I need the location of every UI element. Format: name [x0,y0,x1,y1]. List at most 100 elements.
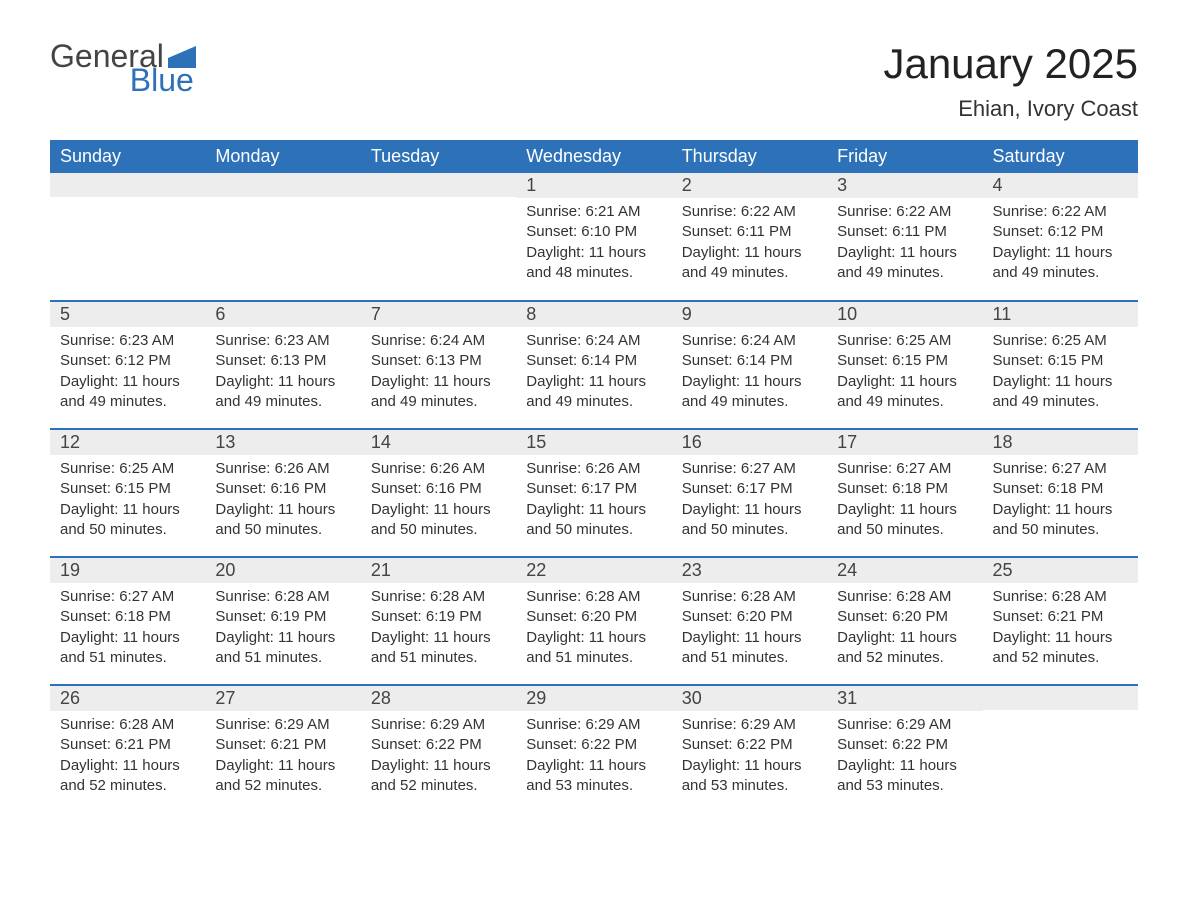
sunrise-line: Sunrise: 6:27 AM [993,459,1128,479]
daylight-line: Daylight: 11 hours and 51 minutes. [526,628,661,669]
sunset-line: Sunset: 6:16 PM [215,479,350,499]
calendar-empty-cell [361,173,516,301]
sunset-line: Sunset: 6:17 PM [682,479,817,499]
daylight-line: Daylight: 11 hours and 52 minutes. [215,756,350,797]
day-details: Sunrise: 6:24 AMSunset: 6:14 PMDaylight:… [672,327,827,420]
day-details: Sunrise: 6:27 AMSunset: 6:18 PMDaylight:… [50,583,205,676]
weekday-header: Monday [205,140,360,173]
weekday-header: Thursday [672,140,827,173]
calendar-day-cell: 2Sunrise: 6:22 AMSunset: 6:11 PMDaylight… [672,173,827,301]
daylight-line: Daylight: 11 hours and 49 minutes. [371,372,506,413]
day-details: Sunrise: 6:27 AMSunset: 6:17 PMDaylight:… [672,455,827,548]
sunset-line: Sunset: 6:13 PM [215,351,350,371]
sunset-line: Sunset: 6:22 PM [837,735,972,755]
day-details: Sunrise: 6:24 AMSunset: 6:13 PMDaylight:… [361,327,516,420]
sunset-line: Sunset: 6:10 PM [526,222,661,242]
weekday-header: Sunday [50,140,205,173]
day-details: Sunrise: 6:28 AMSunset: 6:20 PMDaylight:… [672,583,827,676]
day-details: Sunrise: 6:27 AMSunset: 6:18 PMDaylight:… [983,455,1138,548]
calendar-day-cell: 12Sunrise: 6:25 AMSunset: 6:15 PMDayligh… [50,429,205,557]
daylight-line: Daylight: 11 hours and 49 minutes. [526,372,661,413]
calendar-day-cell: 27Sunrise: 6:29 AMSunset: 6:21 PMDayligh… [205,685,360,813]
weekday-header: Friday [827,140,982,173]
sunrise-line: Sunrise: 6:22 AM [837,202,972,222]
sunrise-line: Sunrise: 6:28 AM [526,587,661,607]
calendar-week-row: 5Sunrise: 6:23 AMSunset: 6:12 PMDaylight… [50,301,1138,429]
day-number: 8 [516,302,671,327]
calendar-day-cell: 25Sunrise: 6:28 AMSunset: 6:21 PMDayligh… [983,557,1138,685]
sunrise-line: Sunrise: 6:23 AM [215,331,350,351]
day-number: 30 [672,686,827,711]
daylight-line: Daylight: 11 hours and 49 minutes. [682,243,817,284]
calendar-header-row: SundayMondayTuesdayWednesdayThursdayFrid… [50,140,1138,173]
day-details: Sunrise: 6:25 AMSunset: 6:15 PMDaylight:… [983,327,1138,420]
day-details: Sunrise: 6:23 AMSunset: 6:13 PMDaylight:… [205,327,360,420]
calendar-week-row: 12Sunrise: 6:25 AMSunset: 6:15 PMDayligh… [50,429,1138,557]
day-number: 17 [827,430,982,455]
day-number: 13 [205,430,360,455]
calendar-day-cell: 21Sunrise: 6:28 AMSunset: 6:19 PMDayligh… [361,557,516,685]
calendar-day-cell: 6Sunrise: 6:23 AMSunset: 6:13 PMDaylight… [205,301,360,429]
calendar-day-cell: 3Sunrise: 6:22 AMSunset: 6:11 PMDaylight… [827,173,982,301]
sunset-line: Sunset: 6:21 PM [215,735,350,755]
daylight-line: Daylight: 11 hours and 49 minutes. [837,243,972,284]
day-number: 16 [672,430,827,455]
day-number: 31 [827,686,982,711]
day-number: 11 [983,302,1138,327]
sunrise-line: Sunrise: 6:26 AM [215,459,350,479]
sunset-line: Sunset: 6:14 PM [526,351,661,371]
sunrise-line: Sunrise: 6:22 AM [993,202,1128,222]
calendar-body: 1Sunrise: 6:21 AMSunset: 6:10 PMDaylight… [50,173,1138,813]
sunrise-line: Sunrise: 6:28 AM [215,587,350,607]
calendar-day-cell: 20Sunrise: 6:28 AMSunset: 6:19 PMDayligh… [205,557,360,685]
day-number: 21 [361,558,516,583]
daylight-line: Daylight: 11 hours and 49 minutes. [682,372,817,413]
sunrise-line: Sunrise: 6:27 AM [60,587,195,607]
sunrise-line: Sunrise: 6:21 AM [526,202,661,222]
calendar-empty-cell [205,173,360,301]
day-number [361,173,516,197]
day-details: Sunrise: 6:28 AMSunset: 6:21 PMDaylight:… [50,711,205,804]
sunset-line: Sunset: 6:20 PM [682,607,817,627]
day-details: Sunrise: 6:29 AMSunset: 6:21 PMDaylight:… [205,711,360,804]
day-number: 3 [827,173,982,198]
sunrise-line: Sunrise: 6:26 AM [526,459,661,479]
calendar-week-row: 26Sunrise: 6:28 AMSunset: 6:21 PMDayligh… [50,685,1138,813]
day-details: Sunrise: 6:28 AMSunset: 6:19 PMDaylight:… [205,583,360,676]
calendar-day-cell: 16Sunrise: 6:27 AMSunset: 6:17 PMDayligh… [672,429,827,557]
daylight-line: Daylight: 11 hours and 49 minutes. [993,243,1128,284]
sunset-line: Sunset: 6:19 PM [371,607,506,627]
brand-logo: General Blue [50,40,196,96]
calendar-day-cell: 18Sunrise: 6:27 AMSunset: 6:18 PMDayligh… [983,429,1138,557]
daylight-line: Daylight: 11 hours and 50 minutes. [837,500,972,541]
day-details: Sunrise: 6:28 AMSunset: 6:21 PMDaylight:… [983,583,1138,676]
calendar-day-cell: 15Sunrise: 6:26 AMSunset: 6:17 PMDayligh… [516,429,671,557]
sunset-line: Sunset: 6:14 PM [682,351,817,371]
daylight-line: Daylight: 11 hours and 51 minutes. [371,628,506,669]
calendar-day-cell: 8Sunrise: 6:24 AMSunset: 6:14 PMDaylight… [516,301,671,429]
calendar-table: SundayMondayTuesdayWednesdayThursdayFrid… [50,140,1138,813]
day-number: 2 [672,173,827,198]
day-number: 6 [205,302,360,327]
daylight-line: Daylight: 11 hours and 49 minutes. [837,372,972,413]
title-block: January 2025 Ehian, Ivory Coast [883,40,1138,122]
calendar-day-cell: 30Sunrise: 6:29 AMSunset: 6:22 PMDayligh… [672,685,827,813]
calendar-day-cell: 31Sunrise: 6:29 AMSunset: 6:22 PMDayligh… [827,685,982,813]
day-number: 15 [516,430,671,455]
calendar-empty-cell [50,173,205,301]
brand-word-2: Blue [130,64,194,96]
sunrise-line: Sunrise: 6:28 AM [60,715,195,735]
day-details: Sunrise: 6:27 AMSunset: 6:18 PMDaylight:… [827,455,982,548]
calendar-empty-cell [983,685,1138,813]
calendar-day-cell: 13Sunrise: 6:26 AMSunset: 6:16 PMDayligh… [205,429,360,557]
day-details: Sunrise: 6:25 AMSunset: 6:15 PMDaylight:… [827,327,982,420]
day-number [50,173,205,197]
calendar-day-cell: 17Sunrise: 6:27 AMSunset: 6:18 PMDayligh… [827,429,982,557]
day-details: Sunrise: 6:26 AMSunset: 6:16 PMDaylight:… [361,455,516,548]
calendar-day-cell: 5Sunrise: 6:23 AMSunset: 6:12 PMDaylight… [50,301,205,429]
day-details: Sunrise: 6:24 AMSunset: 6:14 PMDaylight:… [516,327,671,420]
daylight-line: Daylight: 11 hours and 53 minutes. [526,756,661,797]
daylight-line: Daylight: 11 hours and 50 minutes. [60,500,195,541]
day-number: 5 [50,302,205,327]
month-title: January 2025 [883,40,1138,88]
